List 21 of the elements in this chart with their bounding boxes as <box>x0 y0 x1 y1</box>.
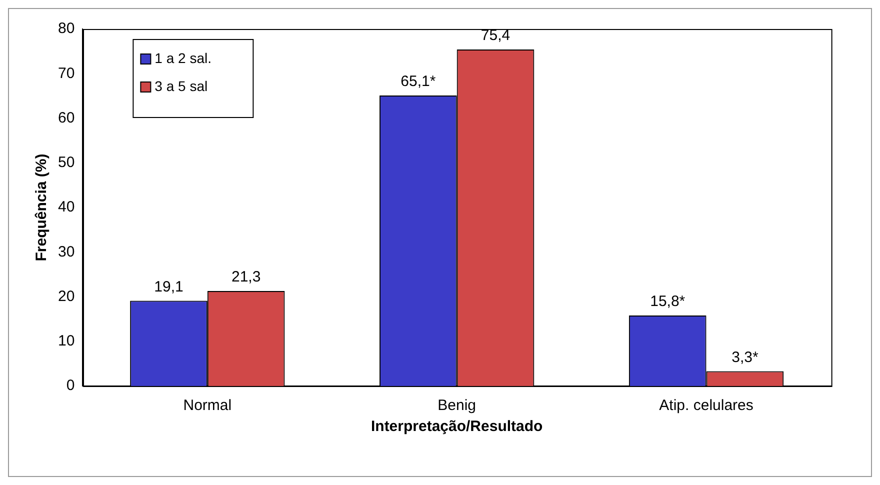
x-tick-label: Atip. celulares <box>659 397 754 414</box>
x-tick-label: Normal <box>183 397 232 414</box>
data-label: 15,8* <box>650 293 686 310</box>
legend-label: 1 a 2 sal. <box>154 50 212 66</box>
y-tick-label: 70 <box>58 64 75 82</box>
data-label: 21,3 <box>231 268 261 286</box>
y-tick-label: 0 <box>66 377 75 394</box>
y-tick-label: 50 <box>58 154 75 172</box>
x-tick-label: Benig <box>438 397 476 414</box>
data-label: 65,1* <box>400 73 436 90</box>
y-tick-label: 60 <box>58 109 75 126</box>
y-axis-title: Frequência (%) <box>33 154 50 262</box>
x-axis-title: Interpretação/Resultado <box>370 418 543 436</box>
y-tick-label: 20 <box>58 288 75 305</box>
y-tick-label: 30 <box>58 243 75 260</box>
y-tick-label: 40 <box>58 198 75 216</box>
y-tick-label: 10 <box>58 332 75 350</box>
data-label: 19,1 <box>154 278 184 296</box>
legend-label: 3 a 5 sal <box>154 78 208 94</box>
data-label: 3,3* <box>732 348 758 366</box>
y-tick-label: 80 <box>58 20 75 38</box>
